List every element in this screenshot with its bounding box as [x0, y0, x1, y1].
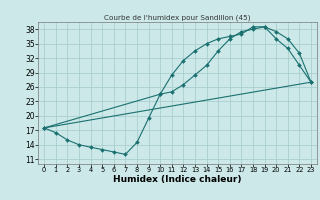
Title: Courbe de l'humidex pour Sandillon (45): Courbe de l'humidex pour Sandillon (45): [104, 14, 251, 21]
X-axis label: Humidex (Indice chaleur): Humidex (Indice chaleur): [113, 175, 242, 184]
